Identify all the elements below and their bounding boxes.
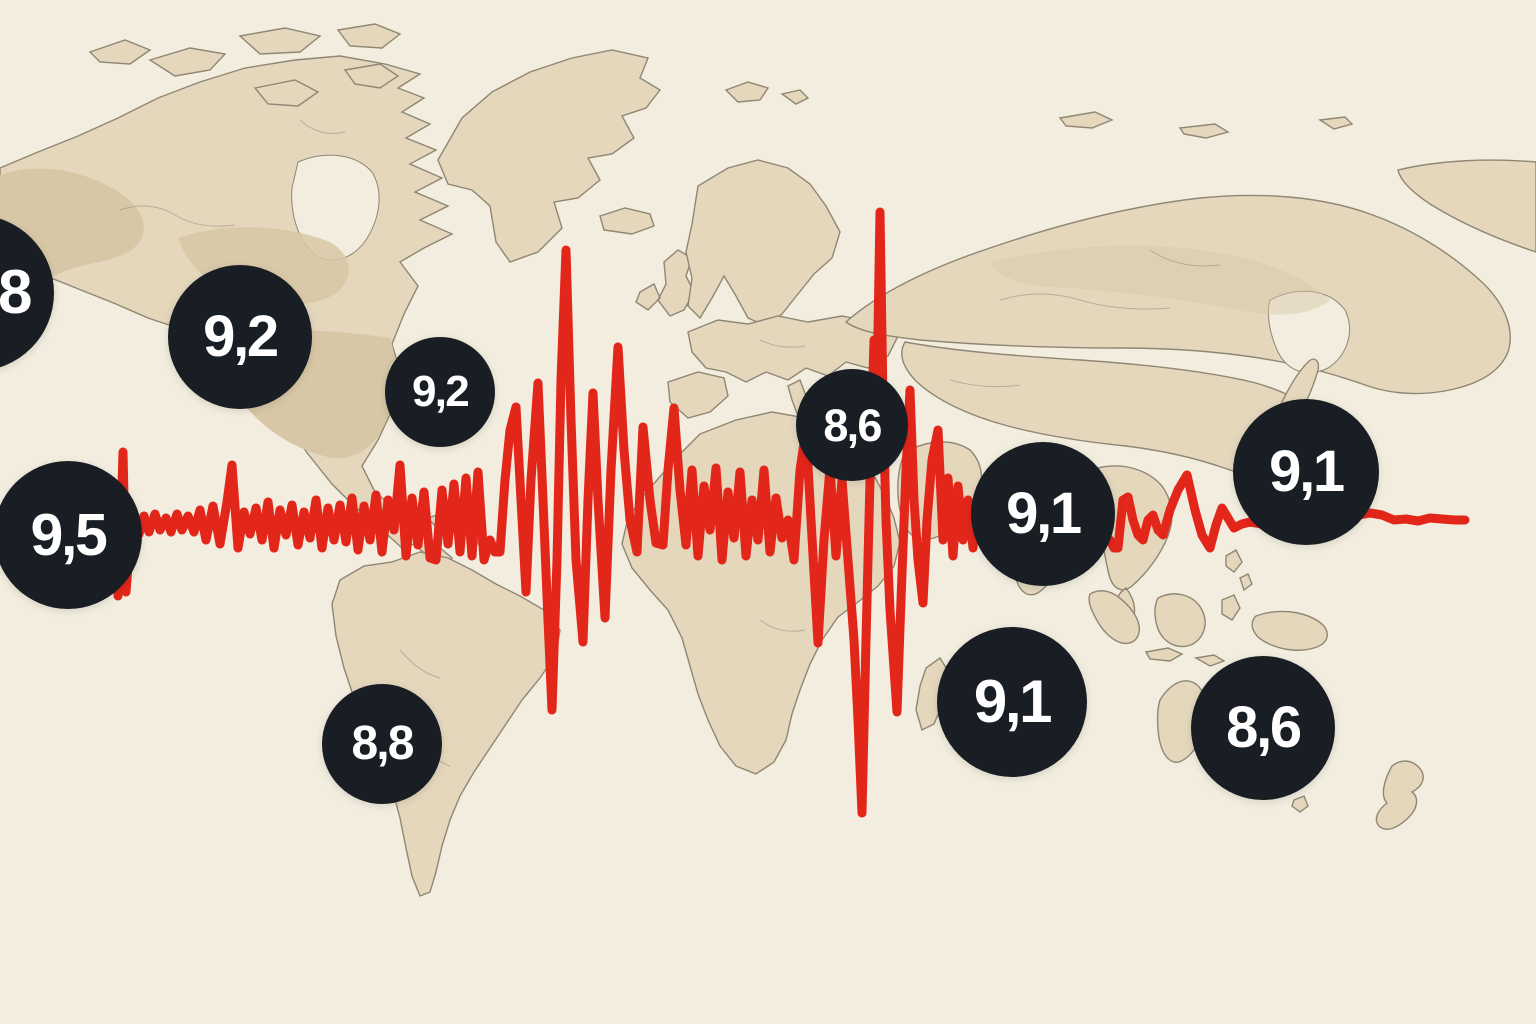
- magnitude-value: 8: [0, 258, 32, 327]
- magnitude-value: 9,1: [1269, 439, 1345, 504]
- magnitude-badge: 8,8: [322, 684, 442, 804]
- landmass-south-america: [331, 551, 561, 897]
- magnitude-badge: 8: [0, 215, 54, 371]
- magnitude-value: 8,6: [823, 399, 882, 451]
- magnitude-value: 9,2: [203, 304, 279, 369]
- magnitude-value: 9,1: [973, 668, 1053, 735]
- seismogram-trace: [113, 207, 1470, 818]
- magnitude-badge: 9,2: [385, 337, 495, 447]
- magnitude-value: 9,1: [1006, 481, 1082, 546]
- arctic-island-dashes: [1058, 111, 1354, 139]
- magnitude-value: 9,5: [30, 501, 108, 568]
- magnitude-badge: 9,5: [0, 461, 142, 609]
- landmass-tasmania: [1291, 795, 1309, 813]
- sea-of-okhotsk: [1267, 290, 1350, 374]
- landmass-svalbard: [724, 81, 810, 105]
- landmass-northeast-corner: [1397, 159, 1536, 253]
- landmass-new-zealand: [1375, 760, 1424, 830]
- landmass-arctic-islands: [88, 23, 402, 107]
- russia-tint: [990, 245, 1330, 315]
- magnitude-badge: 9,1: [937, 627, 1087, 777]
- magnitude-badge: 8,6: [796, 369, 908, 481]
- magnitude-value: 8,8: [351, 717, 415, 770]
- magnitude-badge: 9,2: [168, 265, 312, 409]
- magnitude-badge: 8,6: [1191, 656, 1335, 800]
- landmass-philippines: [1225, 549, 1253, 592]
- magnitude-value: 8,6: [1226, 695, 1302, 760]
- magnitude-badge: 9,1: [971, 442, 1115, 586]
- landmass-new-guinea: [1251, 610, 1328, 651]
- landmass-europe: [687, 315, 899, 383]
- landmass-java-dashes: [1144, 647, 1226, 667]
- landmass-greenland: [437, 49, 662, 263]
- magnitude-value: 9,2: [412, 367, 470, 416]
- landmass-sumatra: [1088, 590, 1141, 645]
- magnitude-badge: 9,1: [1233, 399, 1379, 545]
- landmass-borneo: [1154, 593, 1206, 648]
- landmass-iceland: [599, 207, 655, 235]
- landmass-sulawesi: [1221, 594, 1241, 621]
